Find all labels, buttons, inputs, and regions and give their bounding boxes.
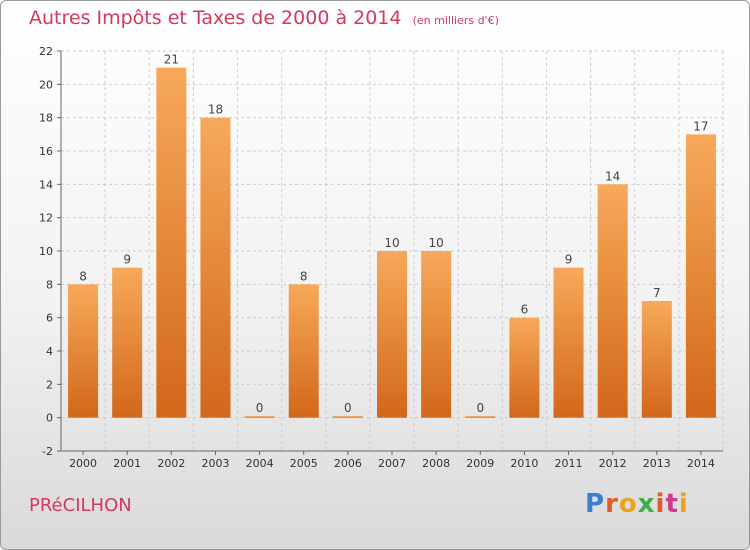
bar xyxy=(332,416,363,418)
data-label: 18 xyxy=(208,103,223,117)
x-tick-label: 2004 xyxy=(246,457,274,470)
bars xyxy=(68,67,716,418)
data-label: 7 xyxy=(653,286,661,300)
logo-letter: x xyxy=(637,489,656,519)
bar xyxy=(288,284,319,418)
data-label: 0 xyxy=(344,401,352,415)
y-tick-label: 6 xyxy=(46,312,53,325)
x-tick-label: 2009 xyxy=(466,457,494,470)
x-tick-label: 2013 xyxy=(643,457,671,470)
bar xyxy=(597,184,628,418)
x-tick-label: 2000 xyxy=(69,457,97,470)
data-label: 10 xyxy=(428,236,443,250)
x-tick-label: 2012 xyxy=(599,457,627,470)
data-label: 21 xyxy=(164,53,179,67)
logo-letter: i xyxy=(678,489,689,519)
bar xyxy=(509,317,540,418)
y-tick-label: 8 xyxy=(46,278,53,291)
bar xyxy=(421,251,452,418)
y-tick-label: 0 xyxy=(46,412,53,425)
bar xyxy=(68,284,99,418)
data-label: 8 xyxy=(300,269,308,283)
x-tick-label: 2005 xyxy=(290,457,318,470)
data-label: 9 xyxy=(123,253,131,267)
y-tick-label: 4 xyxy=(46,345,53,358)
data-labels: 8 9 21 18 0 8 0 10 10 0 6 9 14 7 17 xyxy=(79,53,708,415)
y-tick-label: 2 xyxy=(46,378,53,391)
logo-letter: r xyxy=(605,489,619,519)
data-label: 14 xyxy=(605,169,620,183)
bar xyxy=(641,301,672,418)
y-tick-label: 18 xyxy=(39,112,53,125)
bar xyxy=(200,117,231,418)
logo-letter: t xyxy=(665,489,679,519)
bar xyxy=(156,67,187,418)
data-label: 9 xyxy=(565,253,573,267)
y-tick-label: 10 xyxy=(39,245,53,258)
bar xyxy=(244,416,275,418)
y-tick-label: 22 xyxy=(39,45,53,58)
logo-letter: i xyxy=(655,489,666,519)
commune-name: PRéCILHON xyxy=(29,495,132,516)
data-label: 0 xyxy=(476,401,484,415)
x-tick-label: 2003 xyxy=(201,457,229,470)
data-label: 6 xyxy=(521,303,529,317)
data-label: 0 xyxy=(256,401,264,415)
x-tick-label: 2002 xyxy=(157,457,185,470)
x-tick-label: 2001 xyxy=(113,457,141,470)
bar xyxy=(112,267,143,418)
axes: -2 0 2 4 6 8 10 12 14 16 18 20 22 2000 2001 2002 2003 200… xyxy=(39,45,723,470)
chart-title-block: Autres Impôts et Taxes de 2000 à 2014 (e… xyxy=(29,7,499,29)
chart-title: Autres Impôts et Taxes de 2000 à 2014 xyxy=(29,7,402,29)
bar xyxy=(465,416,496,418)
logo-letter: o xyxy=(618,489,638,519)
chart-subtitle: (en milliers d'€) xyxy=(412,14,499,27)
y-tick-label: 16 xyxy=(39,145,53,158)
y-tick-label: 14 xyxy=(39,178,53,191)
logo-letter: P xyxy=(585,489,606,519)
x-tick-label: 2008 xyxy=(422,457,450,470)
data-label: 17 xyxy=(693,119,708,133)
bar xyxy=(553,267,584,418)
x-tick-label: 2007 xyxy=(378,457,406,470)
y-tick-label: -2 xyxy=(42,445,53,458)
x-tick-label: 2011 xyxy=(555,457,583,470)
x-tick-label: 2006 xyxy=(334,457,362,470)
bar xyxy=(377,251,407,418)
bar xyxy=(685,134,716,418)
proxiti-logo[interactable]: Proxiti xyxy=(585,489,689,519)
x-tick-label: 2014 xyxy=(687,457,715,470)
x-tick-label: 2010 xyxy=(510,457,538,470)
y-tick-label: 12 xyxy=(39,212,53,225)
y-tick-label: 20 xyxy=(39,78,53,91)
data-label: 10 xyxy=(384,236,399,250)
data-label: 8 xyxy=(79,269,87,283)
